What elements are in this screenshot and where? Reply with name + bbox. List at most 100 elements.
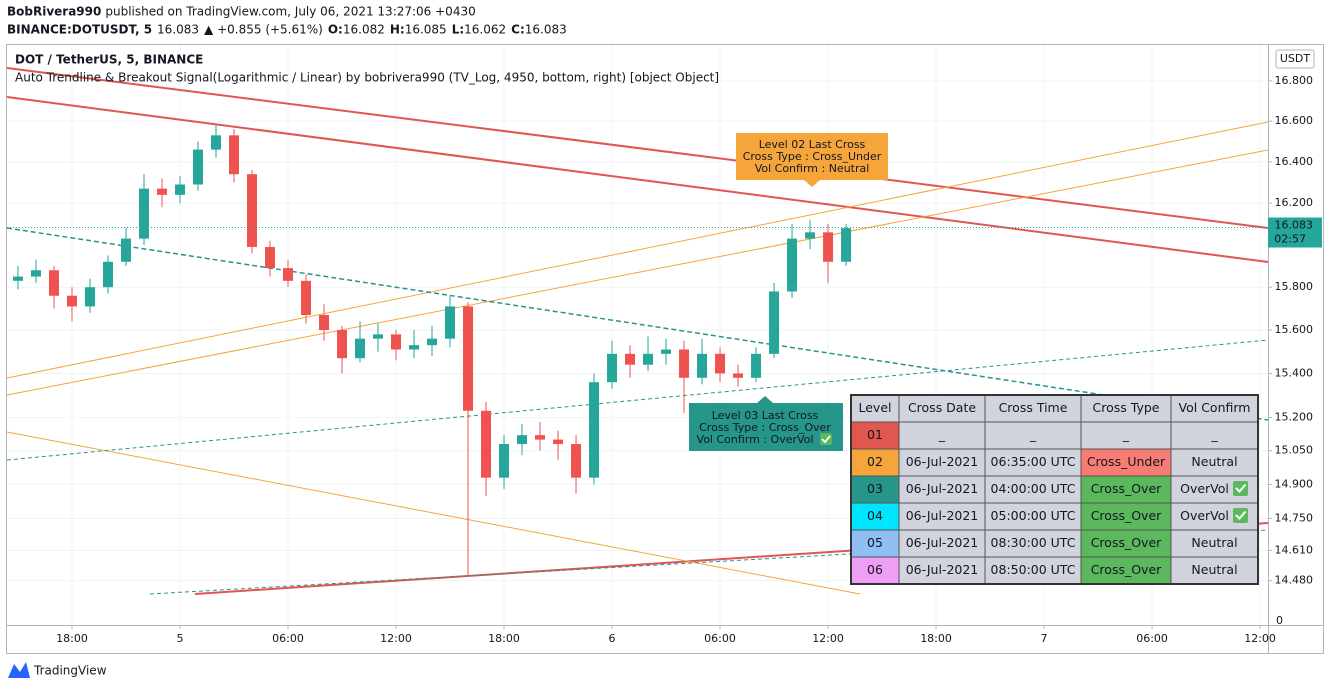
candle-body <box>373 334 384 339</box>
x-tick-label: 06:00 <box>1136 632 1168 645</box>
candle-body <box>409 345 420 350</box>
table-text: 02 <box>867 454 883 469</box>
candle-body <box>733 373 744 378</box>
header-cell <box>898 394 986 423</box>
candle-body <box>210 135 221 150</box>
candle-body <box>120 238 131 262</box>
candle-body <box>535 435 546 440</box>
header-text: 16.062 <box>464 23 506 37</box>
x-tick-label: 12:00 <box>812 632 844 645</box>
header-text: BINANCE:DOTUSDT, 5 <box>7 23 152 37</box>
check-icon <box>820 433 832 445</box>
header-text: O: <box>328 23 343 37</box>
annotation-text: Cross Type : Cross_Over <box>699 421 831 434</box>
footer-logo: TradingView <box>8 662 107 678</box>
last-price-label: 16.083 <box>1275 219 1314 232</box>
check-icon <box>821 435 831 444</box>
table-cell <box>850 529 900 558</box>
trendline <box>6 96 1269 263</box>
candle-body <box>301 280 312 315</box>
candle-body <box>66 295 77 307</box>
y-tick-label: 16.400 <box>1275 155 1314 168</box>
header-text: 16.083 <box>157 23 199 37</box>
y-tick-label: 15.050 <box>1275 444 1314 457</box>
candle-body <box>607 353 618 383</box>
candle-body <box>156 188 167 195</box>
check-icon <box>1233 508 1248 523</box>
annotation-text: Level 02 Last Cross <box>759 138 866 151</box>
candle-body <box>12 276 23 281</box>
y-tick-label: 16.800 <box>1275 74 1314 87</box>
x-tick-label: 6 <box>609 632 616 645</box>
candle-body <box>715 353 726 374</box>
table-text: Neutral <box>1191 454 1237 469</box>
table-cell <box>1170 448 1259 477</box>
header-text: 16.085 <box>405 23 447 37</box>
table-cell <box>898 475 986 504</box>
last-price-badge <box>1268 217 1322 248</box>
table-cell <box>898 529 986 558</box>
table-text: 03 <box>867 481 883 496</box>
candle-body <box>751 353 762 378</box>
x-tick-label: 12:00 <box>380 632 412 645</box>
candle-body <box>553 439 564 445</box>
candles <box>7 125 1268 576</box>
candle-body <box>769 291 780 354</box>
logo-icon <box>8 662 30 678</box>
candle-body <box>643 353 654 365</box>
table-text: Cross_Over <box>1091 562 1162 577</box>
indicator-title: Auto Trendline & Breakout Signal(Logarit… <box>15 71 719 85</box>
table-text: 08:50:00 UTC <box>991 562 1076 577</box>
trendline <box>6 67 1269 229</box>
table-cell <box>984 421 1082 450</box>
table-text: _ <box>1029 427 1037 442</box>
y-tick-label: 16.200 <box>1275 196 1314 209</box>
candle-body <box>192 149 203 185</box>
table-cell <box>850 448 900 477</box>
table-text: 05 <box>867 535 883 550</box>
annotation-text: Vol Confirm : OverVol <box>697 433 814 446</box>
currency: USDT <box>1280 52 1311 65</box>
chart-frame <box>6 44 1324 654</box>
candle-body <box>355 338 366 359</box>
table-text: OverVol <box>1180 508 1229 523</box>
table-text: 06:35:00 UTC <box>991 454 1076 469</box>
table-text: Cross_Over <box>1091 535 1162 550</box>
candle-body <box>337 330 348 359</box>
candle-body <box>246 174 257 248</box>
candle-body <box>391 334 402 350</box>
candle-body <box>481 410 492 478</box>
chart-title: DOT / TetherUS, 5, BINANCE <box>15 53 203 67</box>
x-tick-label: 18:00 <box>920 632 952 645</box>
table-text: 06-Jul-2021 <box>906 508 979 523</box>
brand: TradingView <box>33 664 107 678</box>
check-icon <box>1235 483 1247 493</box>
annotation-text: Cross Type : Cross_Under <box>743 150 882 163</box>
annotation-box <box>689 396 843 451</box>
y-tick-label: 14.900 <box>1275 477 1314 490</box>
header-text: 16.083 <box>525 23 567 37</box>
table-cell <box>1080 475 1172 504</box>
trendline <box>6 121 1269 379</box>
table: Level Cross Date Cross Time Cross Type Vol C… <box>850 394 1259 585</box>
candle-body <box>319 314 330 331</box>
annotation-text: Vol Confirm : Neutral <box>755 162 870 175</box>
candle-body <box>174 184 185 195</box>
currency-badge <box>1275 49 1315 69</box>
candle-body <box>805 232 816 239</box>
table-text: 06-Jul-2021 <box>906 562 979 577</box>
header-text: C: <box>511 23 525 37</box>
candle-body <box>445 306 456 339</box>
table-border <box>850 394 1259 585</box>
candle-body <box>283 268 294 281</box>
check-icon <box>1235 510 1247 520</box>
candle-body <box>427 338 438 346</box>
table-cell <box>984 448 1082 477</box>
y-tick-label: 14.750 <box>1275 511 1314 524</box>
y-tick-label: 15.800 <box>1275 280 1314 293</box>
table-text: Neutral <box>1191 535 1237 550</box>
trendline <box>6 227 1269 421</box>
x-tick-label: 5 <box>176 632 183 645</box>
candle-body <box>679 349 690 378</box>
